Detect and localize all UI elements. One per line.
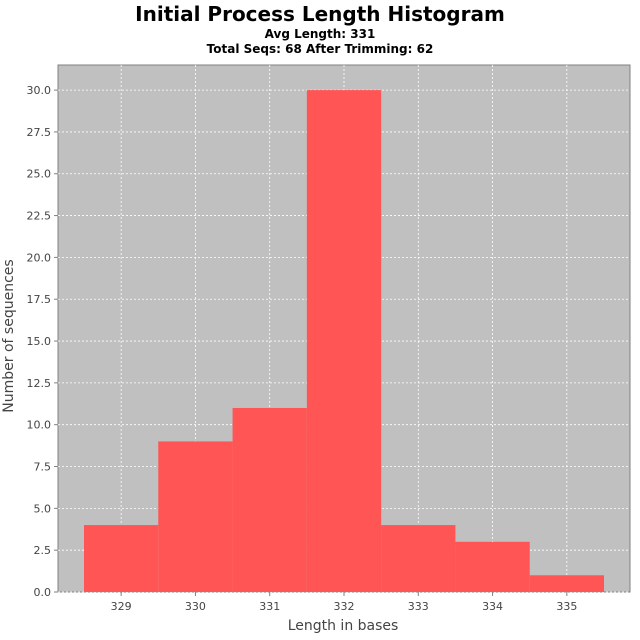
y-tick-label: 22.5	[27, 210, 52, 223]
bars	[84, 90, 604, 592]
y-tick-label: 0.0	[34, 586, 52, 599]
x-tick-label: 334	[482, 600, 503, 613]
y-axis: 0.0 2.5 5.0 7.5 10.0 12.5 15.0 17.5 20.0 22.5 25.0…	[27, 84, 58, 599]
bar-334	[455, 541, 530, 592]
y-tick-label: 15.0	[27, 335, 52, 348]
x-tick-label: 330	[185, 600, 206, 613]
y-tick-label: 5.0	[34, 502, 52, 515]
bar-331	[232, 407, 307, 592]
bar-333	[381, 525, 456, 592]
chart-subtitle-avg-length: Avg Length: 331	[265, 27, 376, 41]
x-axis: 329 330 331 332 333 334 335	[111, 592, 577, 613]
chart-subtitle-total-seqs: Total Seqs: 68 After Trimming: 62	[207, 42, 434, 56]
y-tick-label: 27.5	[27, 126, 52, 139]
x-tick-label: 331	[259, 600, 280, 613]
y-tick-label: 20.0	[27, 251, 52, 264]
y-tick-label: 7.5	[34, 461, 52, 474]
x-tick-label: 332	[334, 600, 355, 613]
x-tick-label: 329	[111, 600, 132, 613]
chart-title: Initial Process Length Histogram	[135, 2, 505, 26]
bar-329	[84, 525, 159, 592]
y-tick-label: 30.0	[27, 84, 52, 97]
bar-330	[158, 441, 233, 592]
y-tick-label: 25.0	[27, 168, 52, 181]
y-tick-label: 2.5	[34, 544, 52, 557]
y-tick-label: 17.5	[27, 293, 52, 306]
y-tick-label: 10.0	[27, 419, 52, 432]
x-tick-label: 333	[408, 600, 429, 613]
x-axis-label: Length in bases	[288, 618, 399, 634]
y-tick-label: 12.5	[27, 377, 52, 390]
bar-335	[529, 575, 604, 592]
bar-332	[306, 90, 382, 592]
x-tick-label: 335	[556, 600, 577, 613]
y-axis-label: Number of sequences	[1, 259, 17, 412]
